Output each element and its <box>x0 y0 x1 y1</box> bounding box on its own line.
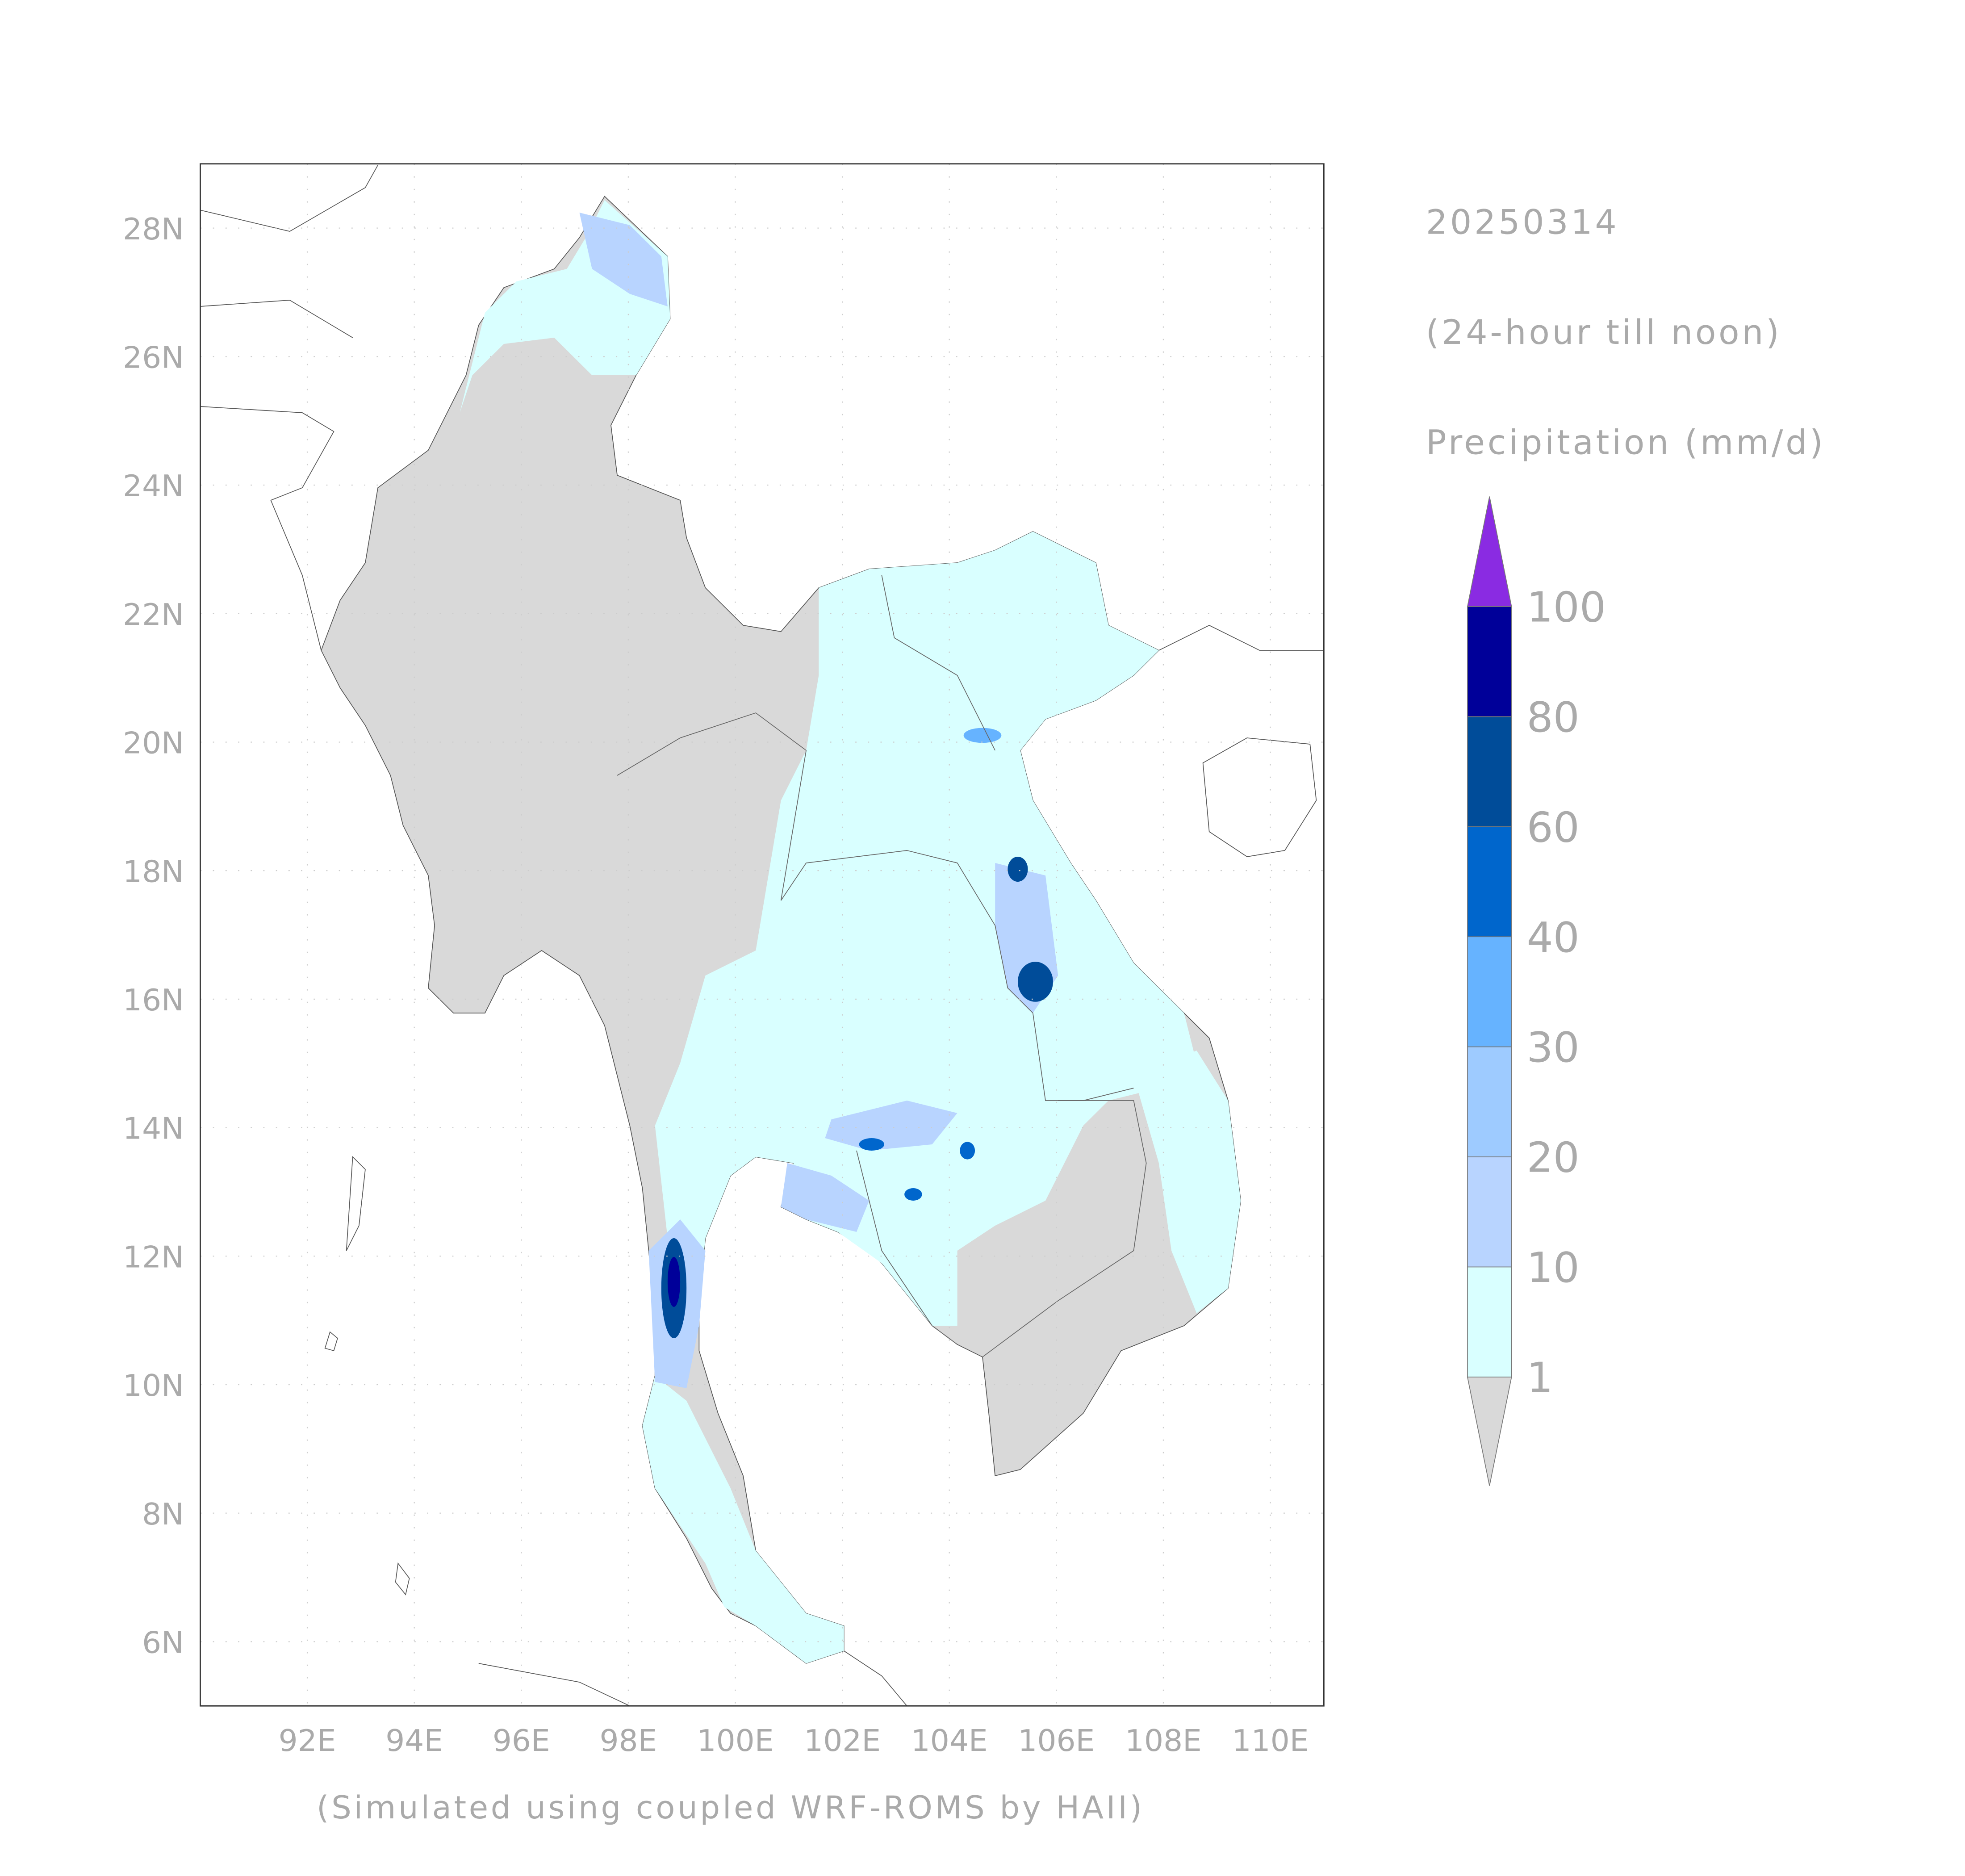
rain-core <box>1017 962 1053 1002</box>
y-tick-label: 10N <box>123 1368 184 1403</box>
x-tick-label: 108E <box>1125 1723 1202 1758</box>
colorbar-over <box>1467 496 1512 607</box>
coastline <box>478 1663 630 1706</box>
x-tick-label: 94E <box>385 1723 443 1758</box>
map-frame <box>200 163 1325 1707</box>
variable-label: Precipitation (mm/d) <box>1426 423 1826 462</box>
colorbar-label: 40 <box>1526 913 1579 962</box>
y-tick-label: 24N <box>123 468 184 503</box>
colorbar: 1 10 20 30 40 60 80 100 <box>1467 496 1606 1486</box>
coastline <box>844 1650 907 1706</box>
precip-heavy <box>661 728 1053 1338</box>
y-tick-label: 28N <box>123 211 184 247</box>
colorbar-box <box>1467 936 1512 1047</box>
y-tick-label: 18N <box>123 854 184 889</box>
x-tick-label: 102E <box>804 1723 881 1758</box>
border <box>881 575 995 751</box>
x-tick-label: 98E <box>599 1723 657 1758</box>
coastline <box>1158 625 1324 651</box>
border <box>856 1150 958 1345</box>
footer-note: (Simulated using coupled WRF-ROMS by HAI… <box>317 1789 1145 1826</box>
coastline <box>200 406 334 651</box>
colorbar-label: 100 <box>1526 583 1606 632</box>
land <box>200 165 1324 1706</box>
y-tick-label: 22N <box>123 597 184 632</box>
rain-core <box>960 1142 975 1160</box>
colorbar-label: 1 <box>1526 1354 1553 1402</box>
colorbar-label: 10 <box>1526 1244 1579 1292</box>
x-tick-label: 106E <box>1018 1723 1095 1758</box>
borders <box>617 575 1147 1357</box>
border <box>982 1100 1147 1357</box>
colorbar-under <box>1467 1376 1512 1486</box>
coastline <box>200 165 378 232</box>
colorbar-box <box>1467 826 1512 938</box>
rain-area <box>579 213 668 306</box>
colorbar-label: 80 <box>1526 693 1579 741</box>
rain-area <box>642 1376 844 1663</box>
colorbar-box <box>1467 606 1512 717</box>
colorbar-box <box>1467 1266 1512 1378</box>
border <box>617 712 1134 1101</box>
y-tick-label: 8N <box>142 1496 184 1532</box>
x-tick-label: 110E <box>1232 1723 1309 1758</box>
period-subtitle: (24-hour till noon) <box>1426 313 1782 352</box>
rain-core <box>667 1257 681 1307</box>
colorbar-box <box>1467 716 1512 827</box>
rain-core <box>1008 857 1028 882</box>
rain-area <box>1133 1051 1241 1313</box>
rain-core <box>963 728 1002 743</box>
colorbar-label: 30 <box>1526 1024 1579 1072</box>
other-coast <box>200 165 1324 1706</box>
island <box>324 1331 338 1352</box>
island <box>395 1562 410 1595</box>
rain-area <box>825 1101 957 1151</box>
x-tick-label: 100E <box>697 1723 774 1758</box>
rain-core <box>904 1188 922 1201</box>
rain-area <box>781 1163 870 1232</box>
y-tick-label: 6N <box>142 1625 184 1660</box>
y-tick-label: 20N <box>123 725 184 761</box>
x-tick-label: 104E <box>911 1723 988 1758</box>
colorbar-box <box>1467 1156 1512 1268</box>
island <box>346 1156 366 1251</box>
date-title: 20250314 <box>1426 203 1619 242</box>
x-tick-label: 96E <box>493 1723 550 1758</box>
colorbar-box <box>1467 1046 1512 1157</box>
rain-core <box>859 1138 884 1151</box>
island <box>1202 737 1317 857</box>
precip-light <box>460 200 1241 1663</box>
coastline <box>200 300 353 338</box>
rain-area <box>655 532 1197 1326</box>
y-tick-label: 12N <box>123 1240 184 1275</box>
y-tick-label: 26N <box>123 340 184 375</box>
colorbar-label: 20 <box>1526 1134 1579 1182</box>
colorbar-label: 60 <box>1526 804 1579 852</box>
y-tick-label: 16N <box>123 982 184 1018</box>
x-tick-label: 92E <box>279 1723 336 1758</box>
y-tick-label: 14N <box>123 1111 184 1146</box>
